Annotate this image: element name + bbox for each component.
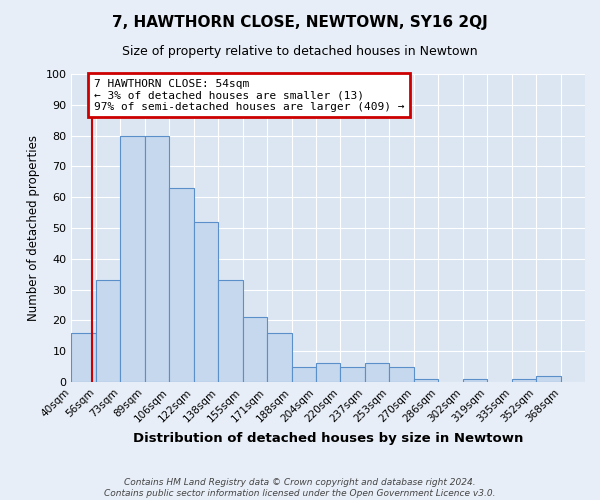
Bar [145,136,169,382]
Bar [218,280,242,382]
Bar [169,188,194,382]
Bar [242,318,267,382]
Bar [536,376,560,382]
Bar [71,332,96,382]
Bar [463,379,487,382]
Bar [121,136,145,382]
Bar [194,222,218,382]
Bar [512,379,536,382]
Bar [340,366,365,382]
Bar [316,364,340,382]
Text: Size of property relative to detached houses in Newtown: Size of property relative to detached ho… [122,45,478,58]
Bar [389,366,414,382]
Bar [414,379,438,382]
Text: 7 HAWTHORN CLOSE: 54sqm
← 3% of detached houses are smaller (13)
97% of semi-det: 7 HAWTHORN CLOSE: 54sqm ← 3% of detached… [94,78,404,112]
Y-axis label: Number of detached properties: Number of detached properties [27,135,40,321]
Bar [365,364,389,382]
Bar [267,332,292,382]
Bar [96,280,121,382]
Bar [292,366,316,382]
X-axis label: Distribution of detached houses by size in Newtown: Distribution of detached houses by size … [133,432,523,445]
Text: 7, HAWTHORN CLOSE, NEWTOWN, SY16 2QJ: 7, HAWTHORN CLOSE, NEWTOWN, SY16 2QJ [112,15,488,30]
Text: Contains HM Land Registry data © Crown copyright and database right 2024.
Contai: Contains HM Land Registry data © Crown c… [104,478,496,498]
